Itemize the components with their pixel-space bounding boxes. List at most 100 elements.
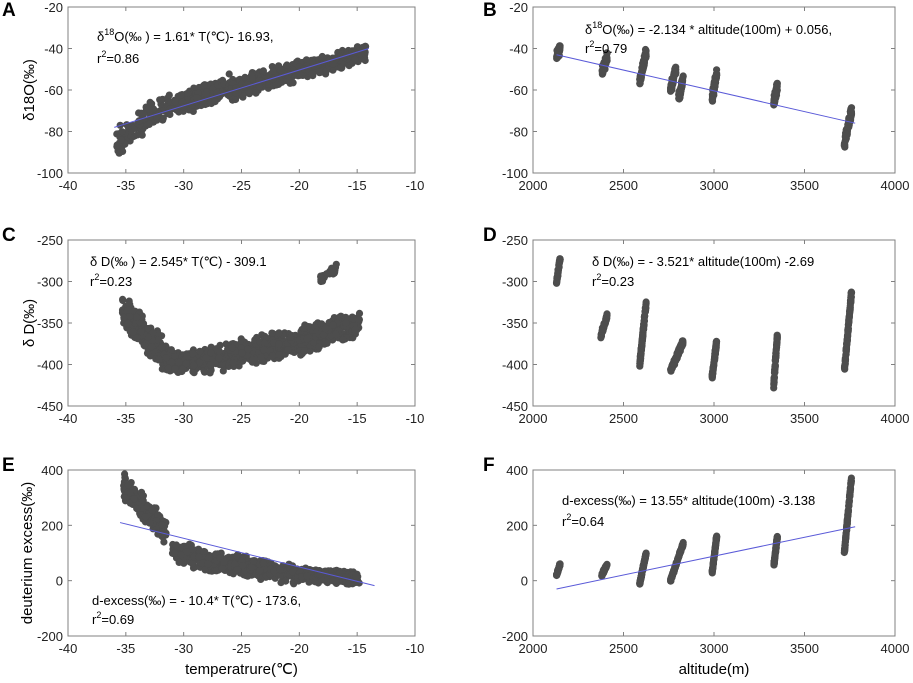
equation-label: δ18O(‰ ) = 1.61* T(℃)- 16.93, xyxy=(97,27,273,44)
equation-label-pre: δ D(‰ ) = 2.545* T(℃) - 309.1 xyxy=(90,254,267,269)
data-point xyxy=(555,259,563,267)
data-point xyxy=(600,566,608,574)
data-point xyxy=(147,343,156,351)
regression-line xyxy=(119,522,375,587)
data-point xyxy=(708,96,716,104)
data-point xyxy=(288,568,297,576)
data-point xyxy=(184,90,192,98)
data-point xyxy=(283,61,291,69)
data-point xyxy=(248,563,256,571)
data-point xyxy=(120,313,128,321)
x-tick-label: -25 xyxy=(232,178,251,193)
data-point xyxy=(640,325,648,333)
x-tick-label: -10 xyxy=(406,641,425,656)
y-tick-label: 200 xyxy=(506,518,528,533)
equation-label: δ D(‰ ) = 2.545* T(℃) - 309.1 xyxy=(90,254,267,269)
data-point xyxy=(773,334,781,342)
data-point xyxy=(276,566,284,574)
data-points xyxy=(113,42,370,157)
data-point xyxy=(321,324,329,333)
data-point xyxy=(275,329,283,337)
data-point xyxy=(137,328,145,336)
data-point xyxy=(269,352,277,360)
data-point xyxy=(677,340,685,348)
data-point xyxy=(168,358,176,366)
r-squared-label-post: =0.86 xyxy=(106,51,139,66)
data-point xyxy=(233,552,241,560)
data-point xyxy=(841,360,849,368)
x-tick-label: 4000 xyxy=(881,411,910,426)
y-tick-label: -350 xyxy=(502,316,528,331)
equation-label: d-excess(‰) = 13.55* altitude(100m) -3.1… xyxy=(562,493,815,508)
data-point xyxy=(667,574,675,582)
data-point xyxy=(639,331,647,340)
data-point xyxy=(636,80,644,88)
x-tick-label: -15 xyxy=(348,411,367,426)
r-squared-label-pre: r xyxy=(97,51,102,66)
y-tick-label: -200 xyxy=(502,629,528,644)
data-point xyxy=(124,306,132,314)
data-point xyxy=(149,329,157,337)
x-tick-label: -35 xyxy=(116,411,135,426)
data-point xyxy=(599,67,607,75)
data-point xyxy=(770,561,778,569)
data-point xyxy=(336,63,345,72)
data-point xyxy=(133,313,141,321)
panel-e: -40 -35 -30 -25 -20 -15 -10 400 200 0 -200 Ed-exces… xyxy=(2,455,424,678)
data-point xyxy=(238,349,246,357)
data-point xyxy=(182,360,190,368)
data-point xyxy=(195,553,203,561)
y-tick-label: 200 xyxy=(41,518,63,533)
data-point xyxy=(673,559,681,567)
y-tick-label: -40 xyxy=(509,42,528,57)
data-point xyxy=(844,330,852,339)
data-point xyxy=(641,45,650,54)
data-point xyxy=(286,333,295,341)
data-point xyxy=(132,334,140,342)
y-tick-label: -400 xyxy=(37,358,63,373)
data-point xyxy=(117,136,125,144)
data-point xyxy=(190,84,198,92)
data-point xyxy=(846,307,854,315)
y-tick-label: -350 xyxy=(37,316,63,331)
data-point xyxy=(175,558,183,567)
data-point xyxy=(260,346,268,354)
regression-line xyxy=(114,48,369,128)
data-point xyxy=(171,365,179,373)
data-point xyxy=(261,339,269,347)
r-squared-label-pre: r xyxy=(92,612,97,627)
data-point xyxy=(277,579,285,587)
data-point xyxy=(113,141,121,149)
data-point xyxy=(251,336,259,344)
regression-line xyxy=(556,54,856,124)
data-point xyxy=(329,60,337,68)
data-point xyxy=(842,532,850,540)
data-point xyxy=(188,560,196,568)
data-point xyxy=(144,333,152,341)
r-squared-label-post: =0.23 xyxy=(99,274,132,289)
y-tick-label: -250 xyxy=(37,233,63,248)
data-point xyxy=(171,549,179,558)
equation-label-pre: δ xyxy=(97,29,104,44)
data-point xyxy=(206,361,215,369)
r-squared-label-pre: r xyxy=(592,274,597,289)
r-squared-label-post: =0.79 xyxy=(594,41,627,56)
data-point xyxy=(711,548,719,556)
y-axis-title: δ D(‰) xyxy=(21,299,38,347)
r-squared-label-sup: 2 xyxy=(94,272,99,282)
x-tick-label: -35 xyxy=(116,178,135,193)
y-tick-label: -450 xyxy=(37,399,63,414)
data-point xyxy=(190,369,198,377)
data-point xyxy=(709,559,718,567)
data-point xyxy=(359,43,367,51)
data-point xyxy=(318,52,326,61)
data-point xyxy=(126,489,134,497)
data-point xyxy=(597,334,605,342)
data-point xyxy=(228,344,236,352)
data-point xyxy=(336,569,344,577)
data-point xyxy=(841,541,849,550)
y-tick-label: 400 xyxy=(506,463,528,478)
data-point xyxy=(232,89,240,97)
y-tick-label: -100 xyxy=(37,166,63,181)
data-point xyxy=(269,67,277,75)
